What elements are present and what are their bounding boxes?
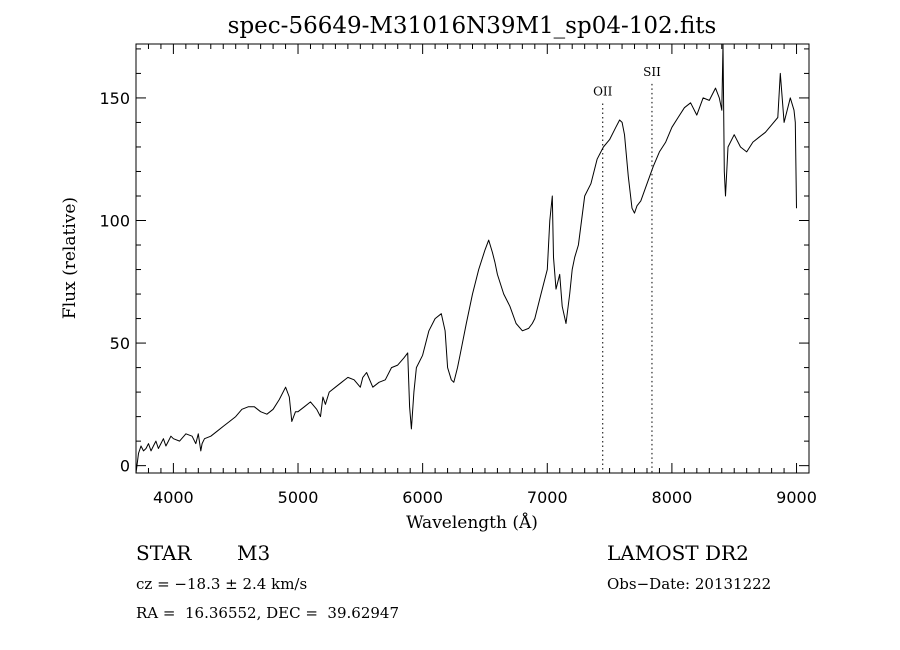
spectrum-line-0	[135, 43, 797, 474]
object-subclass: M3	[237, 541, 271, 565]
x-tick-label: 5000	[278, 488, 319, 507]
observation-date: Obs−Date: 20131222	[607, 575, 772, 593]
y-tick-label: 150	[99, 89, 130, 108]
chart-title: spec-56649-M31016N39M1_sp04-102.fits	[228, 13, 717, 39]
survey-name: LAMOST DR2	[607, 541, 749, 565]
x-axis-label: Wavelength (Å)	[406, 512, 538, 533]
y-axis-label: Flux (relative)	[60, 197, 80, 319]
spectrum-series	[135, 43, 797, 474]
redshift-velocity: cz = −18.3 ± 2.4 km/s	[136, 575, 308, 593]
y-tick-label: 0	[120, 457, 130, 476]
annotation-label-sii: SII	[643, 65, 661, 79]
x-tick-label: 6000	[402, 488, 443, 507]
y-tick-label: 50	[110, 334, 130, 353]
x-tick-label: 8000	[652, 488, 693, 507]
line-annotations: OII SII	[593, 65, 661, 473]
coordinates: RA = 16.36552, DEC = 39.62947	[136, 604, 400, 622]
x-tick-label: 4000	[153, 488, 194, 507]
x-axis: 4000 5000 6000 7000 8000 9000	[135, 44, 817, 507]
x-tick-label: 7000	[527, 488, 568, 507]
plot-frame	[135, 43, 810, 474]
annotation-label-oii: OII	[593, 84, 613, 98]
object-class: STAR	[136, 541, 192, 565]
y-axis: 0 50 100 150	[99, 48, 809, 476]
y-tick-label: 100	[99, 212, 130, 231]
x-tick-label: 9000	[776, 488, 817, 507]
